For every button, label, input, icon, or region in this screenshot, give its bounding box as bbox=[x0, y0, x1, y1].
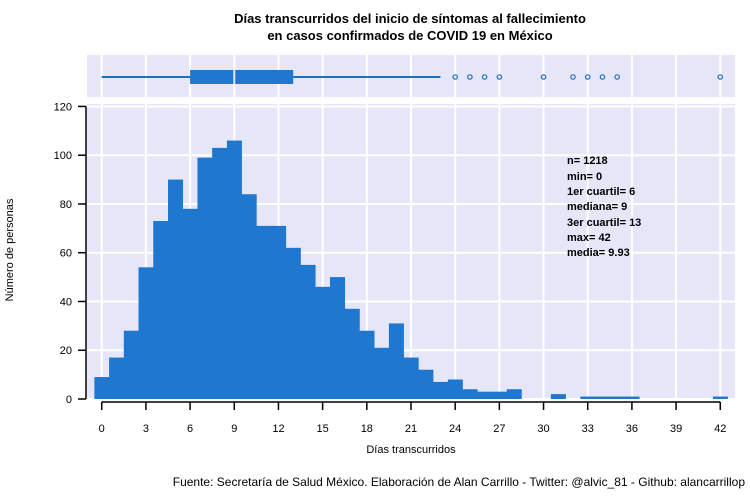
stat-n: n= 1218 bbox=[567, 155, 608, 167]
x-tick-label-36: 36 bbox=[626, 423, 638, 435]
bar-day-12 bbox=[271, 225, 287, 399]
bar-day-9 bbox=[226, 140, 242, 399]
x-tick-label-33: 33 bbox=[582, 423, 594, 435]
box-outlier-33 bbox=[584, 74, 591, 80]
y-axis-label: Número de personas bbox=[4, 198, 16, 301]
chart-title-line-1: Días transcurridos del inicio de síntoma… bbox=[234, 11, 586, 26]
x-tick-label-24: 24 bbox=[449, 423, 461, 435]
bar-day-42 bbox=[712, 396, 728, 399]
bar-day-33 bbox=[580, 396, 596, 399]
axes bbox=[78, 105, 722, 410]
bar-day-7 bbox=[197, 157, 213, 399]
bar-day-5 bbox=[168, 179, 184, 399]
box-outlier-32 bbox=[570, 74, 576, 80]
stat-max: max= 42 bbox=[567, 232, 611, 244]
x-tick-label-21: 21 bbox=[405, 423, 417, 435]
bar-day-18 bbox=[359, 330, 375, 399]
bar-day-35 bbox=[609, 396, 625, 399]
bar-day-17 bbox=[344, 308, 360, 399]
bar-day-0 bbox=[94, 377, 110, 399]
x-tick-label-3: 3 bbox=[143, 423, 149, 435]
bar-day-22 bbox=[418, 369, 434, 399]
y-tick-label-80: 80 bbox=[60, 199, 72, 211]
stat-min: min= 0 bbox=[567, 171, 602, 183]
x-tick-label-0: 0 bbox=[99, 423, 105, 435]
box-iqr bbox=[190, 70, 294, 84]
box-outlier-24 bbox=[452, 74, 458, 80]
box-outlier-25 bbox=[467, 74, 473, 80]
boxplot bbox=[101, 70, 724, 84]
box-outlier-42 bbox=[717, 74, 724, 80]
x-tick-label-30: 30 bbox=[537, 423, 549, 435]
bar-day-36 bbox=[624, 396, 640, 399]
stat-median: mediana= 9 bbox=[567, 201, 627, 213]
stat-q1: 1er cuartil= 6 bbox=[567, 186, 635, 198]
y-tick-label-100: 100 bbox=[54, 150, 72, 162]
x-tick-label-18: 18 bbox=[361, 423, 373, 435]
bar-day-6 bbox=[182, 208, 198, 399]
bar-day-20 bbox=[388, 323, 404, 399]
box-outlier-30 bbox=[540, 74, 547, 80]
x-tick-label-9: 9 bbox=[231, 423, 237, 435]
x-axis-label: Días transcurridos bbox=[366, 444, 456, 456]
x-tick-label-6: 6 bbox=[187, 423, 193, 435]
bar-day-1 bbox=[109, 357, 125, 399]
box-outlier-34 bbox=[599, 74, 606, 80]
y-tick-label-40: 40 bbox=[60, 296, 72, 308]
bar-day-8 bbox=[212, 147, 228, 399]
y-tick-label-0: 0 bbox=[66, 394, 72, 406]
chart-title-line-2: en casos confirmados de COVID 19 en Méxi… bbox=[267, 28, 552, 43]
bar-day-23 bbox=[433, 381, 449, 399]
bar-day-19 bbox=[374, 347, 390, 399]
y-tick-label-120: 120 bbox=[54, 101, 72, 113]
y-tick-label-60: 60 bbox=[60, 248, 72, 260]
box-outlier-27 bbox=[496, 74, 503, 80]
bar-day-27 bbox=[492, 391, 508, 399]
x-tick-label-15: 15 bbox=[317, 423, 329, 435]
box-outlier-26 bbox=[481, 74, 488, 80]
bar-day-28 bbox=[506, 389, 522, 399]
bar-day-10 bbox=[241, 194, 257, 399]
x-tick-label-12: 12 bbox=[272, 423, 284, 435]
y-tick-label-20: 20 bbox=[60, 345, 72, 357]
summary-stats: n= 1218 min= 0 1er cuartil= 6 mediana= 9… bbox=[567, 155, 641, 259]
y-tick-labels: 0 20 40 60 80 100 120 bbox=[54, 101, 72, 406]
x-tick-label-39: 39 bbox=[670, 423, 682, 435]
bar-day-34 bbox=[595, 396, 611, 399]
bar-day-31 bbox=[550, 394, 566, 399]
x-tick-label-27: 27 bbox=[493, 423, 505, 435]
bar-day-21 bbox=[403, 357, 419, 399]
bar-day-14 bbox=[300, 264, 316, 399]
bar-day-24 bbox=[447, 379, 463, 399]
bar-day-13 bbox=[285, 247, 301, 399]
stat-mean: media= 9.93 bbox=[567, 247, 630, 259]
x-tick-labels: 0 3 6 9 12 15 18 21 24 27 30 33 36 39 42 bbox=[99, 423, 727, 435]
bar-day-15 bbox=[315, 286, 331, 399]
bar-day-2 bbox=[123, 330, 139, 399]
stat-q3: 3er cuartil= 13 bbox=[567, 217, 641, 229]
bar-day-25 bbox=[462, 389, 478, 399]
x-tick-label-42: 42 bbox=[714, 423, 726, 435]
bar-day-11 bbox=[256, 225, 272, 399]
box-outlier-35 bbox=[614, 74, 620, 80]
bar-day-16 bbox=[330, 277, 346, 399]
source-caption: Fuente: Secretaría de Salud México. Elab… bbox=[173, 475, 746, 489]
bar-day-26 bbox=[477, 391, 493, 399]
histogram-bars bbox=[94, 140, 728, 399]
bar-day-4 bbox=[153, 221, 169, 399]
bar-day-3 bbox=[138, 267, 154, 399]
